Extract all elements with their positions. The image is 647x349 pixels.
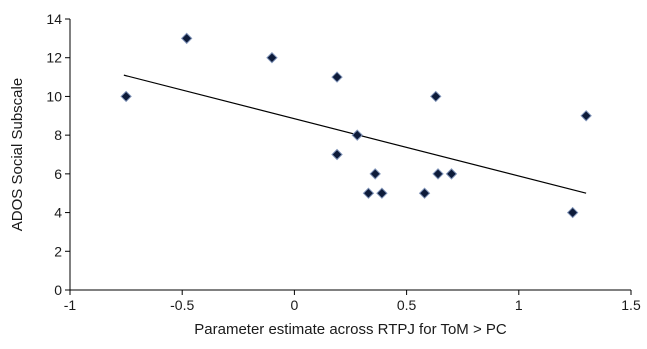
data-point <box>331 71 343 83</box>
data-point <box>369 168 381 180</box>
data-point <box>266 52 278 64</box>
y-tick-label: 8 <box>54 127 62 143</box>
data-point <box>376 187 388 199</box>
x-tick-label: 0 <box>291 297 299 313</box>
data-point <box>430 90 442 103</box>
y-tick-label: 2 <box>54 243 62 259</box>
data-point <box>418 187 431 199</box>
x-tick-label: 1 <box>515 297 523 313</box>
data-point <box>566 206 579 219</box>
y-axis-title: ADOS Social Subscale <box>9 78 26 231</box>
y-tick-label: 12 <box>46 50 62 66</box>
y-tick-label: 14 <box>46 11 62 27</box>
x-tick-label: -1 <box>64 297 77 313</box>
y-tick-label: 6 <box>54 166 62 182</box>
data-point <box>120 90 132 103</box>
x-tick-label: 1.5 <box>621 297 641 313</box>
data-points <box>120 32 592 219</box>
data-point <box>432 168 444 180</box>
y-tick-label: 10 <box>46 88 62 104</box>
y-tick-label: 4 <box>54 205 62 221</box>
x-axis: -1 -0.5 0 0.5 1 1.5 <box>64 289 641 313</box>
data-point <box>351 129 363 141</box>
data-point <box>180 32 193 45</box>
data-point <box>580 110 592 122</box>
data-point <box>362 187 375 199</box>
data-point <box>331 148 343 161</box>
data-point <box>445 168 458 180</box>
x-axis-title: Parameter estimate across RTPJ for ToM >… <box>194 321 507 338</box>
x-tick-label: -0.5 <box>170 297 194 313</box>
x-tick-label: 0.5 <box>397 297 417 313</box>
y-tick-label: 0 <box>54 282 62 298</box>
y-axis: 0 2 4 6 8 10 12 14 <box>46 11 71 298</box>
